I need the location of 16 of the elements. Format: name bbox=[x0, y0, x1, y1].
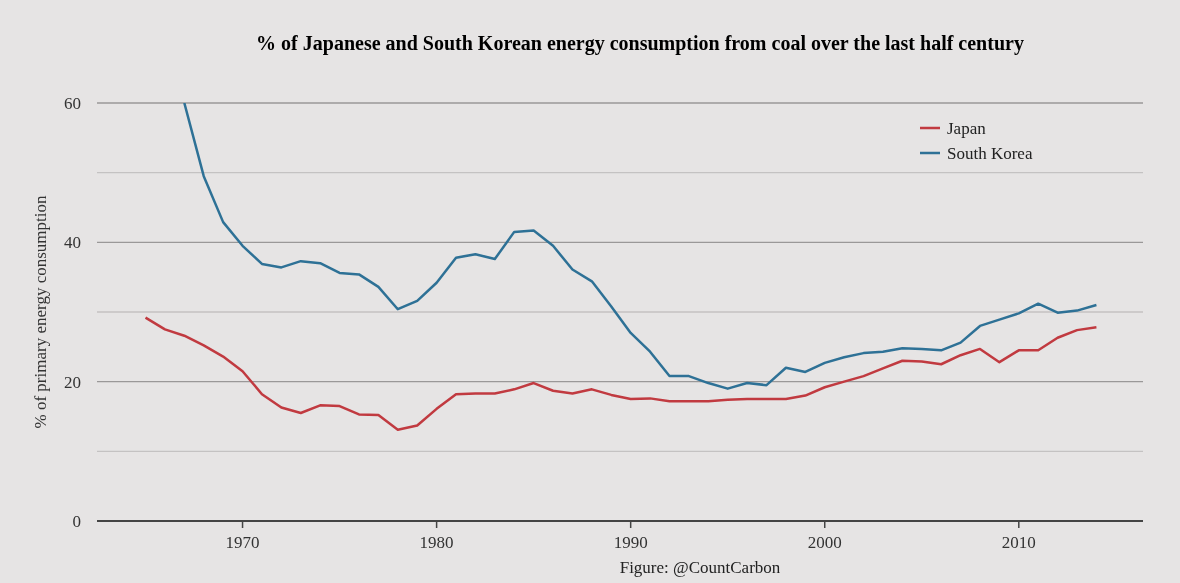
line-series bbox=[183, 103, 1098, 390]
x-tick-label: 1990 bbox=[613, 533, 648, 552]
y-tick-label: 20 bbox=[64, 372, 81, 392]
chart-title: % of Japanese and South Korean energy consumption from coal over the last half century bbox=[256, 32, 1024, 55]
x-tick-label: 1980 bbox=[419, 533, 454, 552]
line-series bbox=[144, 316, 1098, 431]
x-tick-label: 2000 bbox=[807, 533, 842, 552]
legend-label: Japan bbox=[947, 119, 987, 138]
y-tick-label: 0 bbox=[72, 512, 81, 531]
y-axis-title: % of primary energy consumption bbox=[31, 195, 50, 429]
text: Figure: @CountCarbon bbox=[619, 558, 781, 577]
x-tick-label: 1970 bbox=[225, 533, 260, 552]
y-tick-label: 40 bbox=[64, 233, 81, 253]
y-tick-label: 60 bbox=[64, 94, 81, 113]
legend-label: South Korea bbox=[947, 144, 1033, 163]
x-tick-label: 2010 bbox=[1001, 533, 1036, 552]
